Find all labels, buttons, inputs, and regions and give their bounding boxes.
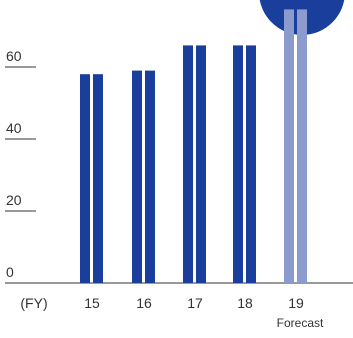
bars-group <box>80 9 307 284</box>
y-tick-label: 40 <box>6 120 22 136</box>
x-tick-label: 15 <box>84 295 100 311</box>
y-axis: 0 20 40 60 <box>5 48 36 280</box>
bar-18-part-2 <box>246 45 256 284</box>
x-tick-label: 18 <box>237 295 253 311</box>
x-tick-label: 19 <box>288 295 304 311</box>
x-axis-label: (FY) <box>20 295 47 311</box>
bar-16-part-2 <box>145 70 155 283</box>
bar-18-part-1 <box>233 45 243 284</box>
x-tick-label: 16 <box>136 295 152 311</box>
bar-17-part-2 <box>196 45 206 284</box>
bar-15-part-2 <box>93 74 103 283</box>
forecast-note: Forecast <box>277 316 324 330</box>
x-axis: 15 16 17 18 19 Forecast <box>84 295 324 330</box>
bar-15-part-1 <box>80 74 90 283</box>
y-tick-label: 60 <box>6 48 22 64</box>
bar-19-part-2 <box>297 9 307 284</box>
bar-17-part-1 <box>183 45 193 284</box>
bar-19-part-1 <box>284 9 294 284</box>
bar-16-part-1 <box>132 70 142 283</box>
y-tick-label: 0 <box>6 264 14 280</box>
y-tick-label: 20 <box>6 192 22 208</box>
x-tick-label: 17 <box>187 295 203 311</box>
